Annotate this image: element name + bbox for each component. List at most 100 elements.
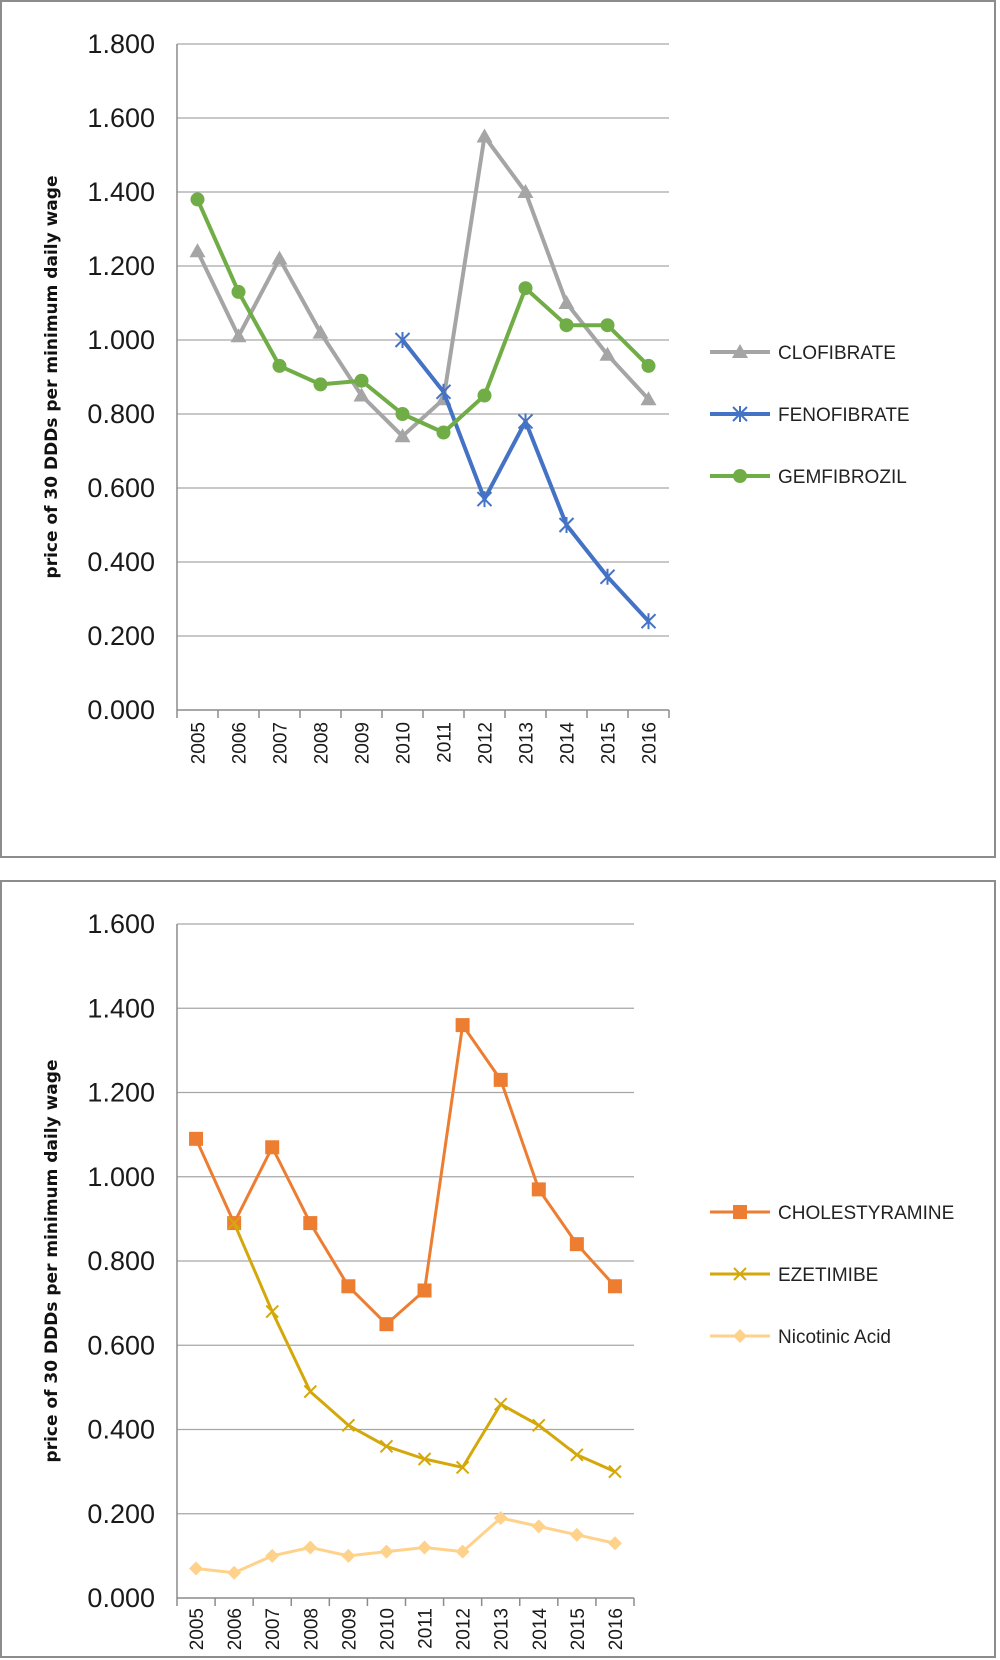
data-point-fenofibrate (394, 332, 411, 348)
x-tick-label: 2012 (454, 1608, 475, 1650)
y-tick-label: 1.200 (87, 251, 155, 281)
series-ezetimibe (227, 1216, 622, 1479)
y-tick-label: 0.400 (87, 547, 155, 577)
y-axis-title: price of 30 DDDs per minimum daily wage (42, 1060, 62, 1463)
y-tick-label: 1.600 (87, 909, 155, 939)
y-tick-label: 1.000 (87, 1162, 155, 1192)
data-point-clofibrate (312, 324, 329, 339)
data-point-clofibrate (599, 346, 616, 361)
x-tick-label: 2005 (187, 1608, 208, 1650)
y-tick-label: 1.400 (87, 177, 155, 207)
x-tick-label: 2007 (271, 722, 292, 764)
x-tick-label: 2014 (558, 722, 579, 765)
y-tick-label: 1.200 (87, 1078, 155, 1108)
data-point-gemfibrozil (436, 425, 451, 440)
data-point-cholestyramine (493, 1072, 508, 1087)
series-line-gemfibrozil (195, 198, 650, 435)
y-tick-label: 0.600 (87, 473, 155, 503)
data-point-cholestyramine (607, 1279, 622, 1294)
data-point-nicotinic-acid (341, 1548, 356, 1563)
legend-marker (732, 344, 748, 358)
legend-marker (733, 1205, 747, 1219)
data-point-nicotinic-acid (455, 1544, 470, 1559)
data-point-nicotinic-acid (189, 1561, 204, 1576)
data-point-cholestyramine (265, 1140, 280, 1155)
data-point-nicotinic-acid (265, 1548, 280, 1563)
series-line-nicotinic-acid (195, 1516, 616, 1575)
series-line-clofibrate (195, 134, 650, 439)
legend-label: GEMFIBROZIL (778, 467, 907, 488)
data-point-gemfibrozil (395, 407, 410, 421)
data-point-cholestyramine (341, 1279, 356, 1294)
data-point-gemfibrozil (190, 192, 205, 207)
x-tick-label: 2005 (189, 722, 210, 764)
legend-label: FENOFIBRATE (778, 405, 910, 426)
data-point-nicotinic-acid (379, 1544, 394, 1559)
x-tick-label: 2016 (640, 722, 661, 764)
data-point-ezetimibe (379, 1439, 394, 1454)
legend-label: CHOLESTYRAMINE (778, 1203, 954, 1224)
data-point-nicotinic-acid (493, 1510, 508, 1525)
y-tick-label: 0.600 (87, 1330, 155, 1360)
legend-item-fenofibrate: FENOFIBRATE (710, 405, 910, 426)
x-tick-label: 2015 (568, 1608, 589, 1650)
y-tick-label: 0.200 (87, 1499, 155, 1529)
x-tick-label: 2014 (530, 1608, 551, 1651)
legend-marker (733, 1329, 747, 1343)
y-tick-label: 0.800 (87, 1246, 155, 1276)
legend-marker (733, 1267, 747, 1281)
data-point-nicotinic-acid (227, 1565, 242, 1580)
series-clofibrate (189, 128, 657, 443)
x-tick-label: 2016 (606, 1608, 627, 1650)
data-point-clofibrate (353, 387, 370, 402)
y-tick-label: 0.000 (87, 695, 155, 725)
data-point-clofibrate (394, 428, 411, 443)
data-point-clofibrate (640, 391, 657, 406)
data-point-gemfibrozil (559, 318, 574, 333)
x-tick-label: 2011 (435, 722, 456, 763)
data-point-nicotinic-acid (569, 1527, 584, 1542)
y-tick-label: 1.600 (87, 103, 155, 133)
data-point-gemfibrozil (354, 373, 369, 388)
data-point-fenofibrate (558, 517, 575, 533)
x-tick-label: 2012 (476, 722, 497, 764)
data-point-gemfibrozil (641, 358, 656, 373)
data-point-gemfibrozil (231, 284, 246, 299)
legend-item-clofibrate: CLOFIBRATE (710, 343, 896, 364)
data-point-nicotinic-acid (607, 1536, 622, 1551)
x-tick-label: 2006 (230, 722, 251, 764)
legend-marker (733, 469, 747, 483)
legend-label: CLOFIBRATE (778, 343, 896, 364)
data-point-fenofibrate (476, 491, 493, 508)
data-point-gemfibrozil (477, 388, 492, 403)
x-tick-label: 2015 (599, 722, 620, 764)
series-line-fenofibrate (400, 338, 650, 623)
data-point-ezetimibe (227, 1216, 241, 1230)
legend-item-cholestyramine: CHOLESTYRAMINE (710, 1203, 954, 1224)
y-tick-label: 1.000 (87, 325, 155, 355)
data-point-cholestyramine (379, 1317, 394, 1332)
data-point-ezetimibe (265, 1304, 279, 1319)
data-point-cholestyramine (417, 1283, 432, 1298)
data-point-ezetimibe (341, 1418, 356, 1432)
x-tick-label: 2009 (353, 722, 374, 764)
line-chart-other-lipid-drugs: 0.000 0.200 0.400 0.600 0.800 1.000 1.200 1.400… (42, 909, 954, 1651)
data-point-nicotinic-acid (417, 1540, 432, 1555)
y-tick-label: 0.200 (87, 621, 155, 651)
data-point-clofibrate (271, 250, 288, 265)
x-tick-label: 2010 (377, 1608, 398, 1650)
x-tick-label: 2010 (394, 722, 415, 764)
x-tick-label: 2009 (339, 1608, 360, 1650)
data-point-ezetimibe (570, 1448, 584, 1462)
data-point-ezetimibe (608, 1464, 622, 1479)
data-point-gemfibrozil (313, 377, 328, 392)
data-point-cholestyramine (569, 1237, 584, 1252)
data-point-ezetimibe (532, 1418, 546, 1432)
data-point-fenofibrate (599, 568, 616, 585)
y-axis-title: price of 30 DDDs per minimum daily wage (42, 176, 62, 579)
y-tick-label: 0.000 (87, 1583, 155, 1613)
data-point-gemfibrozil (600, 318, 615, 333)
y-tick-label: 0.400 (87, 1415, 155, 1445)
data-point-fenofibrate (435, 383, 452, 400)
data-point-cholestyramine (189, 1131, 204, 1146)
